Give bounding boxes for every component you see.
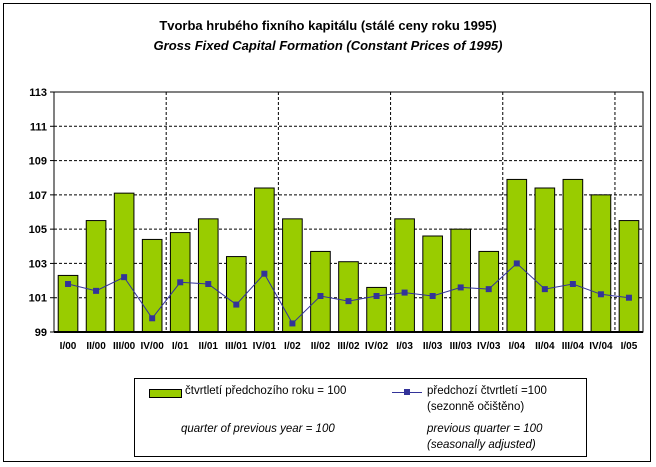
- legend: čtvrtletí předchozího roku = 100 quarter…: [134, 378, 587, 457]
- x-tick-label: III/00: [113, 341, 136, 352]
- y-tick-label: 103: [29, 258, 47, 270]
- bar: [310, 250, 331, 333]
- line-marker: [569, 281, 576, 287]
- line-marker: [233, 301, 240, 308]
- legend-line-label-en-2: (seasonally adjusted): [427, 439, 536, 451]
- bar: [85, 220, 107, 333]
- x-tick-label: III/02: [337, 341, 360, 352]
- line-marker: [121, 274, 128, 281]
- legend-bar-label: čtvrtletí předchozího roku = 100: [185, 385, 347, 397]
- x-tick-label: I/04: [508, 341, 525, 352]
- line-marker: [457, 284, 464, 291]
- x-tick-label: IV/02: [365, 341, 389, 352]
- bar: [450, 228, 472, 333]
- x-tick-label: IV/01: [253, 341, 277, 352]
- line-marker: [177, 279, 184, 286]
- line-marker: [541, 286, 548, 293]
- bar: [254, 187, 275, 333]
- x-tick-label: I/01: [172, 341, 189, 352]
- line-marker: [597, 291, 604, 298]
- x-tick-label: II/04: [535, 341, 555, 352]
- bar: [197, 218, 219, 333]
- line-marker: [205, 281, 212, 287]
- legend-line-label-en: previous quarter = 100: [427, 423, 543, 435]
- line-marker: [317, 293, 324, 299]
- x-tick-label: II/03: [423, 341, 443, 352]
- bar: [338, 261, 359, 333]
- line-marker: [373, 293, 380, 299]
- x-tick-label: I/03: [396, 341, 413, 352]
- line-marker: [261, 270, 268, 277]
- bar: [618, 220, 640, 333]
- bar: [506, 178, 528, 333]
- bar: [562, 178, 584, 333]
- y-tick-label: 107: [29, 190, 47, 202]
- x-tick-label: II/01: [199, 341, 219, 352]
- legend-bar-label-en: quarter of previous year = 100: [181, 423, 335, 435]
- line-marker: [625, 294, 632, 301]
- chart-subtitle: Gross Fixed Capital Formation (Constant …: [153, 38, 503, 53]
- bar: [113, 192, 135, 333]
- line-marker: [149, 315, 156, 322]
- bar: [225, 256, 247, 333]
- line-marker: [93, 287, 100, 294]
- x-tick-label: I/00: [60, 341, 77, 352]
- x-tick-label: III/01: [225, 341, 248, 352]
- x-tick-label: I/05: [621, 341, 638, 352]
- x-tick-label: IV/04: [589, 341, 613, 352]
- bar: [534, 187, 556, 333]
- y-tick-label: 99: [35, 327, 47, 339]
- bar: [590, 194, 612, 333]
- chart-frame: [3, 3, 651, 462]
- bar: [282, 218, 303, 333]
- y-tick-label: 101: [29, 293, 47, 305]
- line-marker: [289, 320, 296, 327]
- legend-line-label-2: (sezonně očištěno): [427, 401, 525, 413]
- line-marker: [401, 289, 408, 296]
- x-tick-label: II/00: [86, 341, 106, 352]
- legend-line-label: předchozí čtvrtletí =100: [427, 385, 547, 397]
- line-marker: [345, 298, 352, 305]
- x-tick-label: IV/00: [140, 341, 164, 352]
- y-tick-label: 109: [29, 156, 47, 168]
- line-marker: [429, 293, 436, 299]
- line-marker: [485, 286, 492, 293]
- line-marker: [513, 260, 520, 267]
- x-tick-label: III/04: [562, 341, 585, 352]
- x-tick-label: III/03: [450, 341, 473, 352]
- y-tick-label: 113: [29, 87, 47, 99]
- legend-line-marker-icon: [392, 389, 422, 395]
- legend-bar-swatch: [149, 389, 182, 398]
- bar: [422, 235, 443, 333]
- x-tick-label: II/02: [311, 341, 331, 352]
- chart-title: Tvorba hrubého fixního kapitálu (stálé c…: [159, 18, 497, 33]
- x-tick-label: IV/03: [477, 341, 501, 352]
- x-tick-label: I/02: [284, 341, 301, 352]
- y-tick-label: 111: [30, 121, 47, 133]
- y-tick-label: 105: [29, 224, 47, 236]
- line-marker: [65, 281, 72, 287]
- bar: [394, 218, 415, 333]
